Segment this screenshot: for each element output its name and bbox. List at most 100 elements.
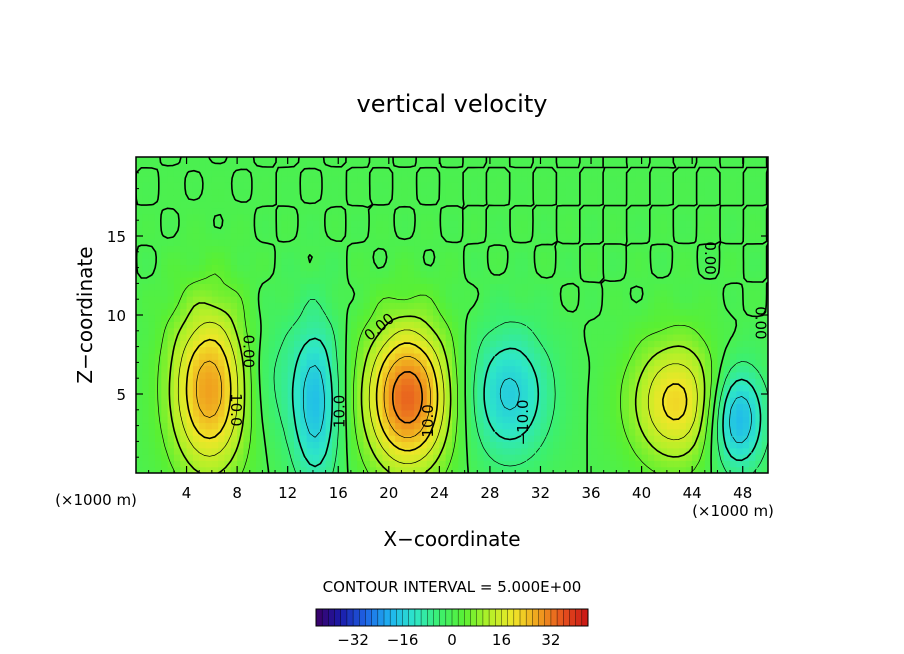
field-cell xyxy=(211,239,219,247)
field-cell xyxy=(508,264,516,272)
field-cell xyxy=(679,277,687,284)
field-cell xyxy=(452,321,459,329)
field-cell xyxy=(540,226,548,234)
field-cell xyxy=(136,371,143,379)
field-cell xyxy=(711,251,719,259)
field-cell xyxy=(294,460,301,468)
field-cell xyxy=(489,340,497,348)
field-cell xyxy=(281,213,289,221)
field-cell xyxy=(452,245,459,253)
field-cell xyxy=(761,245,768,253)
field-cell xyxy=(173,163,181,171)
field-cell xyxy=(692,308,700,316)
field-cell xyxy=(616,182,624,190)
field-cell xyxy=(761,384,768,392)
field-cell xyxy=(742,157,750,164)
field-cell xyxy=(584,169,592,177)
field-cell xyxy=(312,270,320,278)
field-cell xyxy=(161,296,169,303)
field-cell xyxy=(420,435,428,442)
field-cell xyxy=(199,157,207,164)
field-cell xyxy=(749,277,756,284)
field-cell xyxy=(730,264,737,272)
field-cell xyxy=(698,397,706,405)
field-cell xyxy=(300,327,308,335)
field-cell xyxy=(477,201,485,209)
field-cell xyxy=(572,220,579,228)
field-cell xyxy=(180,327,188,335)
field-cell xyxy=(534,315,542,322)
field-cell xyxy=(439,321,447,329)
field-cell xyxy=(420,175,428,183)
field-cell xyxy=(211,201,219,209)
field-cell xyxy=(445,201,453,209)
field-cell xyxy=(666,315,674,322)
field-cell xyxy=(268,182,276,190)
field-cell xyxy=(433,264,440,272)
field-cell xyxy=(622,302,630,310)
field-cell xyxy=(578,460,586,468)
field-cell xyxy=(559,327,567,335)
field-cell xyxy=(230,466,238,473)
field-cell xyxy=(287,422,295,430)
field-cell xyxy=(572,428,579,436)
field-cell xyxy=(249,289,257,297)
field-cell xyxy=(502,416,510,424)
field-cell xyxy=(420,466,428,473)
field-cell xyxy=(306,409,314,417)
field-cell xyxy=(294,188,301,196)
field-cell xyxy=(622,283,630,291)
field-cell xyxy=(420,359,428,367)
field-cell xyxy=(445,359,453,367)
field-cell xyxy=(559,258,567,266)
field-cell xyxy=(489,409,497,417)
field-cell xyxy=(534,460,542,468)
field-cell xyxy=(136,321,143,329)
field-cell xyxy=(496,213,504,221)
field-cell xyxy=(540,435,548,442)
field-cell xyxy=(363,460,371,468)
field-cell xyxy=(426,232,434,240)
field-cell xyxy=(749,346,756,354)
field-cell xyxy=(180,251,188,259)
field-cell xyxy=(742,296,750,303)
field-cell xyxy=(192,220,200,228)
field-cell xyxy=(622,333,630,341)
field-cell xyxy=(445,258,453,266)
field-cell xyxy=(136,403,143,411)
field-cell xyxy=(325,182,333,190)
field-cell xyxy=(312,194,320,202)
field-cell xyxy=(180,182,188,190)
field-cell xyxy=(173,245,181,253)
field-cell xyxy=(736,182,744,190)
field-cell xyxy=(237,283,245,291)
field-cell xyxy=(287,397,295,405)
field-cell xyxy=(275,466,282,473)
field-cell xyxy=(281,371,289,379)
field-cell xyxy=(319,460,327,468)
field-cell xyxy=(628,226,636,234)
field-cell xyxy=(572,270,579,278)
field-cell xyxy=(249,194,257,202)
field-cell xyxy=(591,232,598,240)
field-cell xyxy=(281,277,289,284)
field-cell xyxy=(749,416,756,424)
field-cell xyxy=(205,220,213,228)
field-cell xyxy=(249,169,257,177)
field-cell xyxy=(325,201,333,209)
field-cell xyxy=(199,283,207,291)
field-cell xyxy=(445,352,453,360)
field-cell xyxy=(420,390,428,398)
field-cell xyxy=(610,220,617,228)
field-cell xyxy=(167,175,175,183)
field-cell xyxy=(477,169,485,177)
field-cell xyxy=(161,390,169,398)
field-cell xyxy=(736,428,744,436)
field-cell xyxy=(742,359,750,367)
field-cell xyxy=(426,258,434,266)
field-cell xyxy=(711,359,719,367)
field-cell xyxy=(211,226,219,234)
field-cell xyxy=(483,296,491,303)
field-cell xyxy=(527,251,535,259)
field-cell xyxy=(401,371,409,379)
